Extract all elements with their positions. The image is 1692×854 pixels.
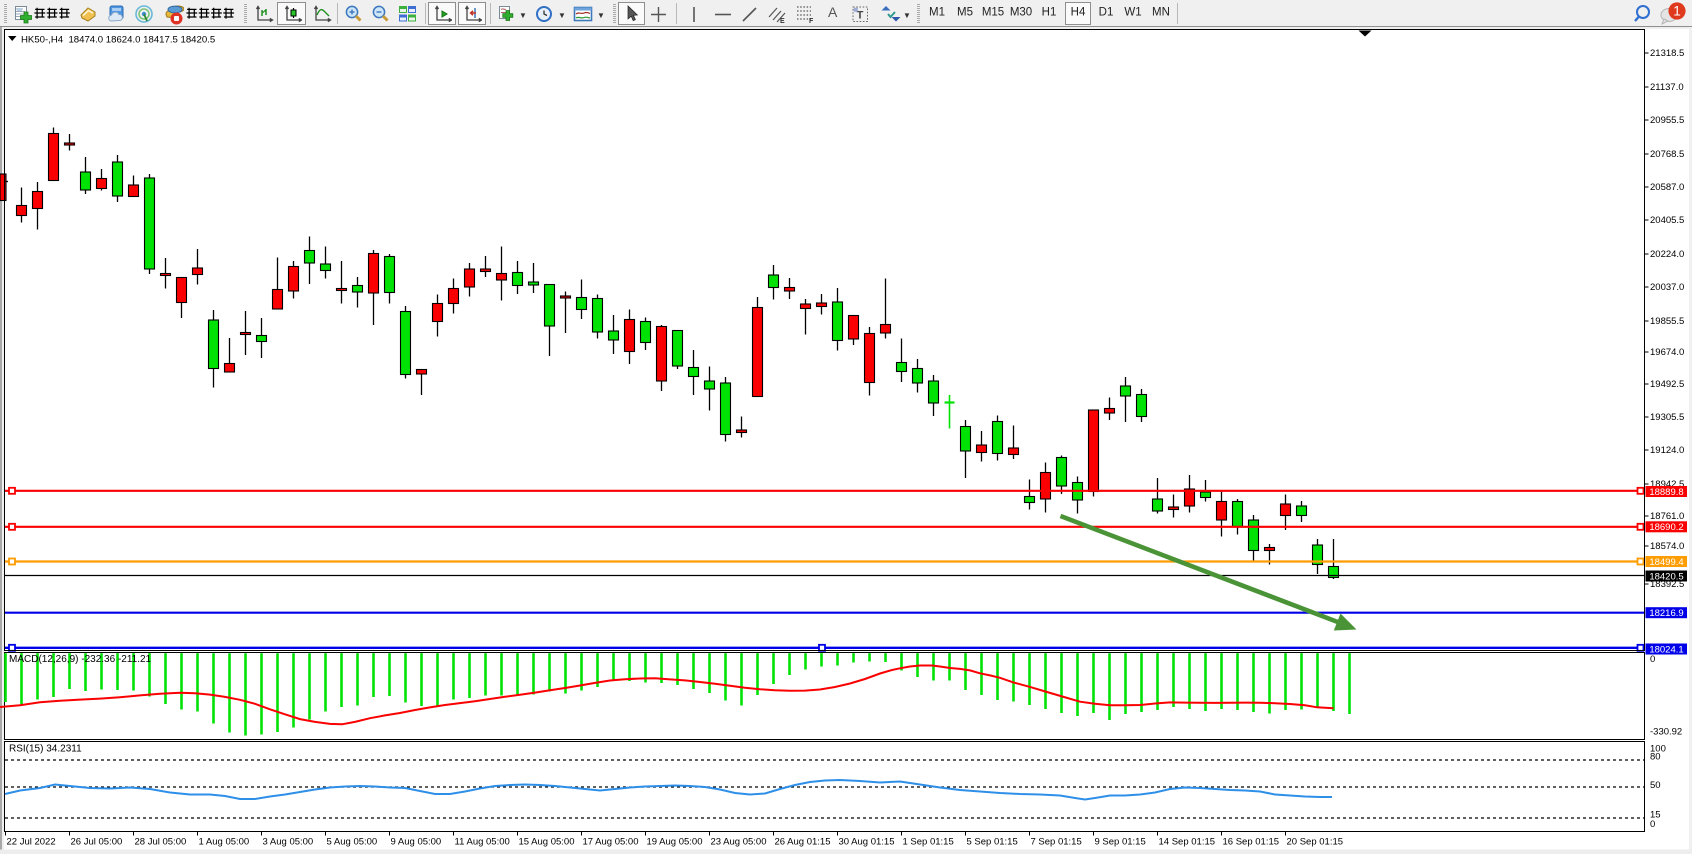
svg-text:RSI(15) 34.2311: RSI(15) 34.2311 <box>9 744 82 755</box>
svg-text:0: 0 <box>1650 819 1655 830</box>
svg-text:18690.2: 18690.2 <box>1649 522 1683 533</box>
svg-text:20587.0: 20587.0 <box>1650 182 1684 193</box>
svg-text:50: 50 <box>1650 780 1661 791</box>
svg-text:18942.5: 18942.5 <box>1650 479 1684 490</box>
svg-text:17 Aug 05:00: 17 Aug 05:00 <box>583 837 639 848</box>
svg-text:28 Jul 05:00: 28 Jul 05:00 <box>135 837 187 848</box>
svg-text:18574.0: 18574.0 <box>1650 541 1684 552</box>
svg-text:0: 0 <box>1650 654 1655 665</box>
svg-text:1 Sep 01:15: 1 Sep 01:15 <box>903 837 954 848</box>
svg-text:18889.8: 18889.8 <box>1649 487 1683 498</box>
svg-text:19674.0: 19674.0 <box>1650 347 1684 358</box>
svg-text:T: T <box>857 10 864 22</box>
svg-text:16 Sep 01:15: 16 Sep 01:15 <box>1223 837 1280 848</box>
svg-text:20405.5: 20405.5 <box>1650 215 1684 226</box>
svg-text:19855.5: 19855.5 <box>1650 316 1684 327</box>
svg-text:21137.0: 21137.0 <box>1650 82 1684 93</box>
svg-text:20224.0: 20224.0 <box>1650 249 1684 260</box>
svg-text:20 Sep 01:15: 20 Sep 01:15 <box>1287 837 1344 848</box>
svg-text:11 Aug 05:00: 11 Aug 05:00 <box>455 837 510 848</box>
svg-text:23 Aug 05:00: 23 Aug 05:00 <box>711 837 767 848</box>
svg-text:18216.9: 18216.9 <box>1649 608 1683 619</box>
svg-text:80: 80 <box>1650 752 1661 763</box>
svg-text:18024.1: 18024.1 <box>1649 644 1683 655</box>
svg-text:9 Aug 05:00: 9 Aug 05:00 <box>391 837 442 848</box>
svg-text:21318.5: 21318.5 <box>1650 48 1684 59</box>
svg-text:18392.5: 18392.5 <box>1650 579 1684 590</box>
svg-text:30 Aug 01:15: 30 Aug 01:15 <box>839 837 895 848</box>
svg-text:MACD(12,26,9) -232.36 -211.21: MACD(12,26,9) -232.36 -211.21 <box>9 654 152 665</box>
svg-text:26 Aug 01:15: 26 Aug 01:15 <box>775 837 831 848</box>
svg-text:7 Sep 01:15: 7 Sep 01:15 <box>1031 837 1082 848</box>
svg-text:18761.0: 18761.0 <box>1650 511 1684 522</box>
svg-text:19124.0: 19124.0 <box>1650 445 1684 456</box>
svg-text:9 Sep 01:15: 9 Sep 01:15 <box>1095 837 1146 848</box>
svg-text:20955.5: 20955.5 <box>1650 115 1684 126</box>
svg-text:1 Aug 05:00: 1 Aug 05:00 <box>199 837 250 848</box>
svg-text:18420.5: 18420.5 <box>1649 571 1683 582</box>
svg-text:15: 15 <box>1650 810 1661 821</box>
svg-text:5 Sep 01:15: 5 Sep 01:15 <box>967 837 1018 848</box>
svg-text:18499.4: 18499.4 <box>1649 557 1683 568</box>
svg-text:HK50-,H4 18474.0 18624.0 1841: HK50-,H4 18474.0 18624.0 18417.5 18420.5 <box>21 35 215 46</box>
svg-text:20037.0: 20037.0 <box>1650 282 1684 293</box>
svg-text:20768.5: 20768.5 <box>1650 149 1684 160</box>
svg-text:3 Aug 05:00: 3 Aug 05:00 <box>263 837 314 848</box>
svg-text:19 Aug 05:00: 19 Aug 05:00 <box>647 837 703 848</box>
svg-text:F: F <box>809 18 814 24</box>
svg-text:5 Aug 05:00: 5 Aug 05:00 <box>327 837 378 848</box>
svg-text:22 Jul 2022: 22 Jul 2022 <box>7 837 56 848</box>
svg-text:1: 1 <box>1673 4 1681 19</box>
svg-text:-330.92: -330.92 <box>1650 727 1682 738</box>
svg-text:26 Jul 05:00: 26 Jul 05:00 <box>71 837 123 848</box>
svg-text:100: 100 <box>1650 744 1666 755</box>
svg-text:E: E <box>780 18 785 24</box>
svg-text:19492.5: 19492.5 <box>1650 379 1684 390</box>
svg-text:14 Sep 01:15: 14 Sep 01:15 <box>1159 837 1216 848</box>
svg-text:15 Aug 05:00: 15 Aug 05:00 <box>519 837 575 848</box>
svg-text:19305.5: 19305.5 <box>1650 412 1684 423</box>
